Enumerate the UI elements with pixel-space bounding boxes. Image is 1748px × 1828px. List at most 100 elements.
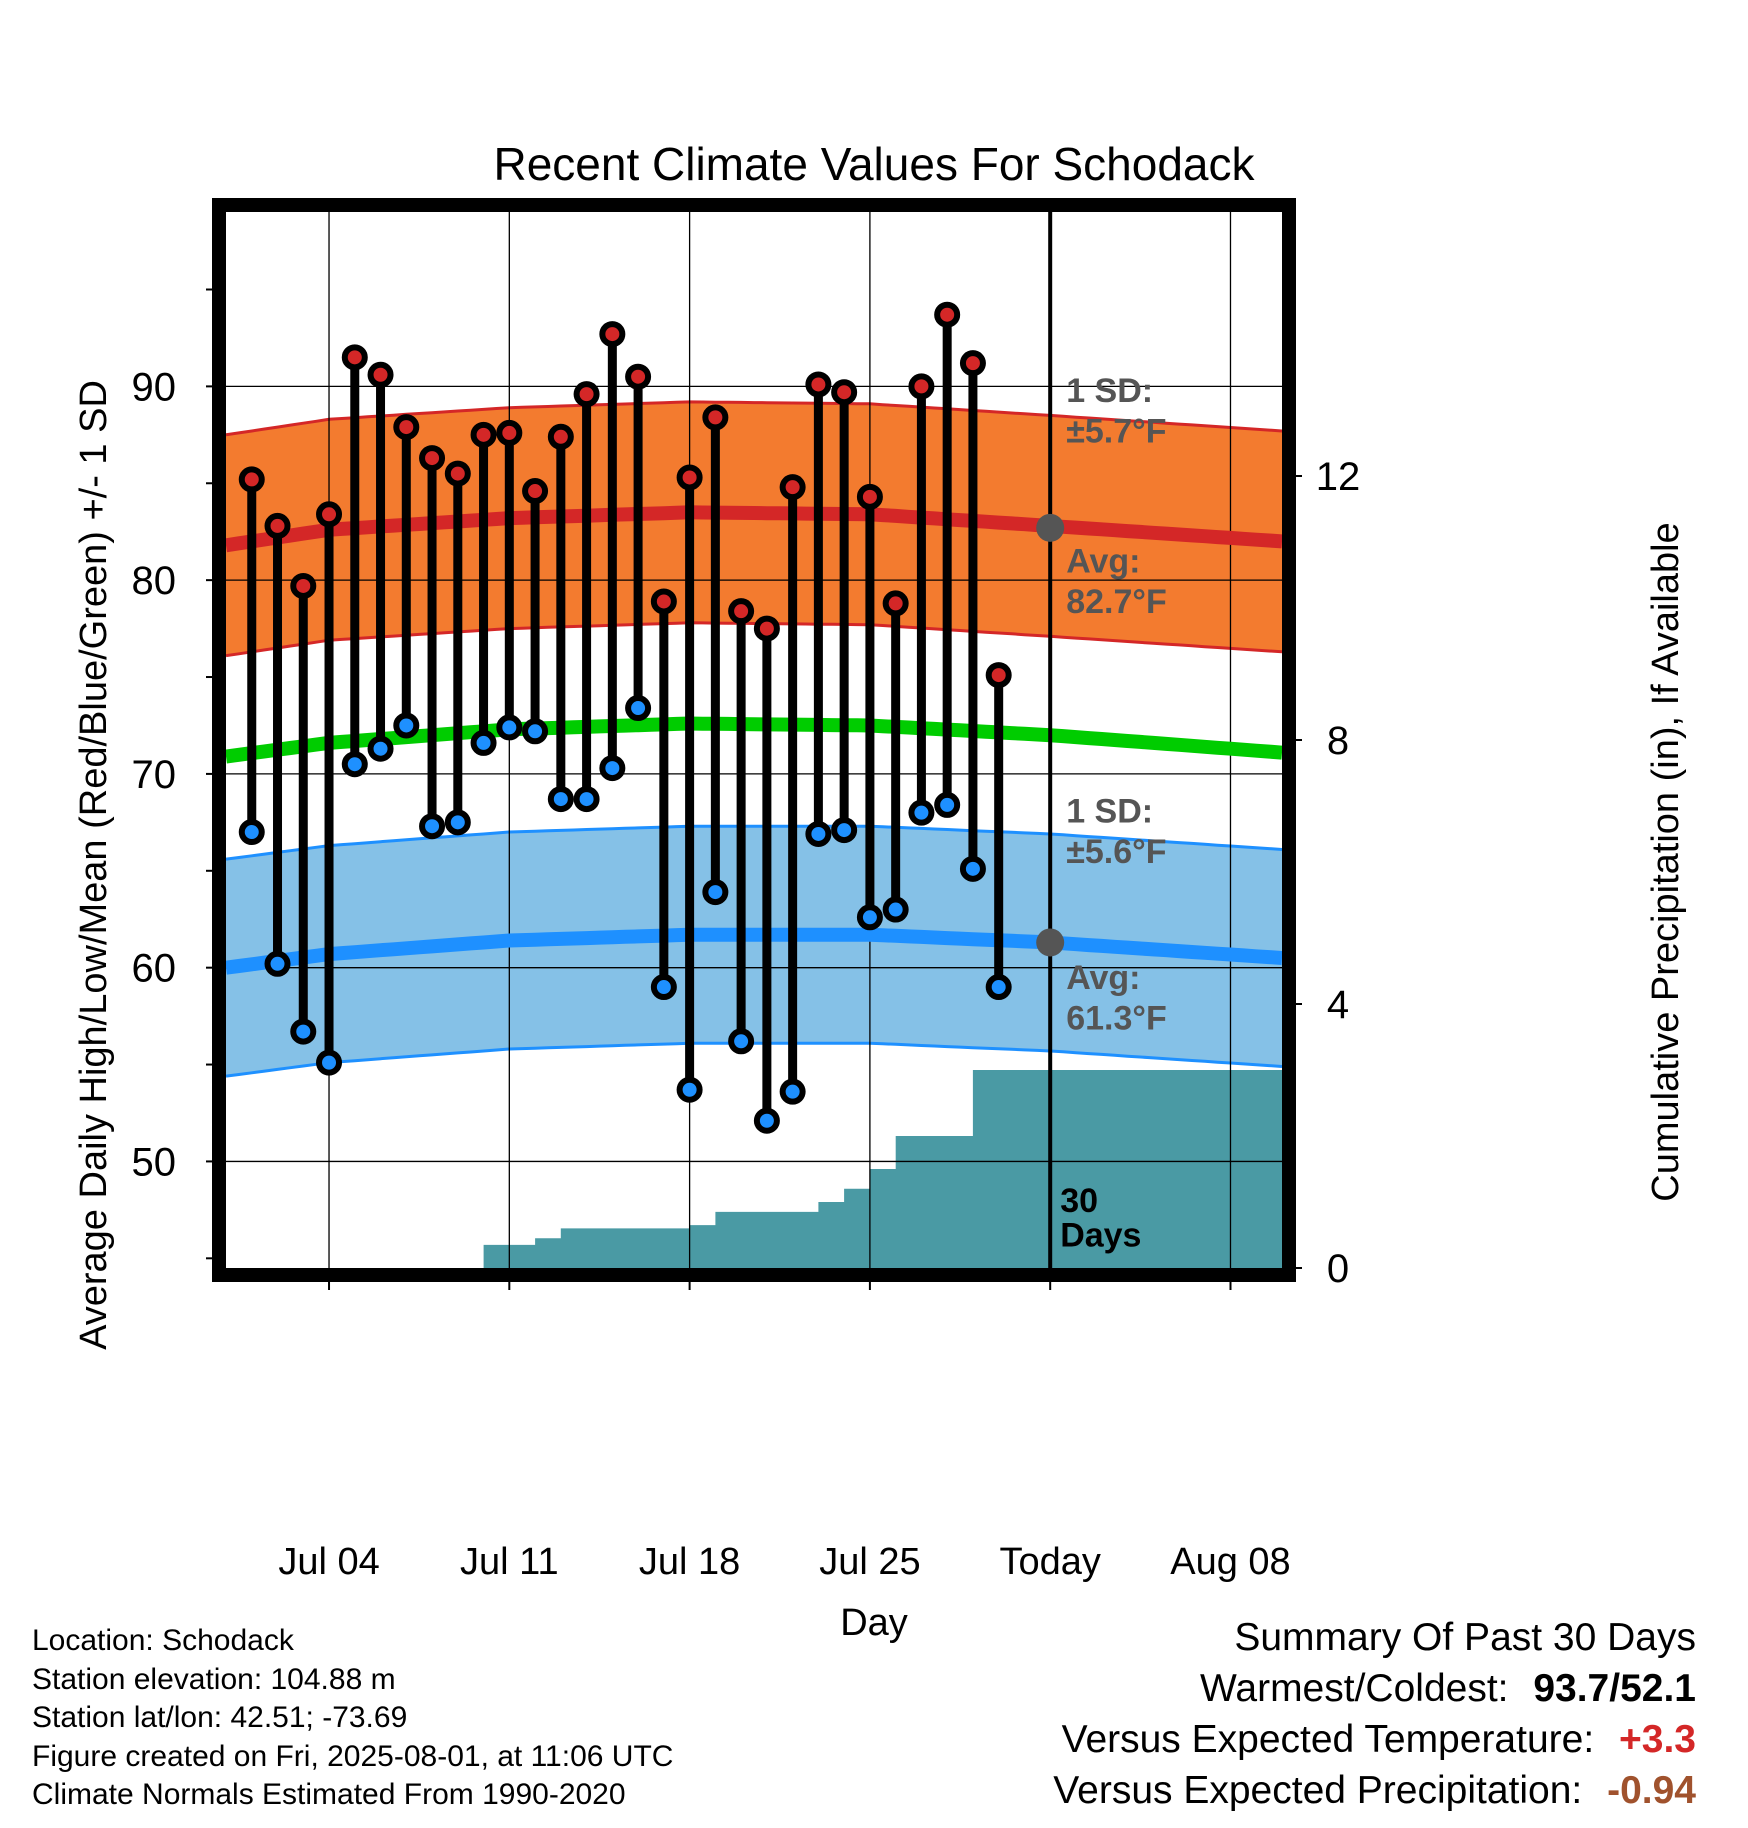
high-point (341, 344, 368, 371)
low-point (805, 820, 832, 847)
normals-text: Climate Normals Estimated From 1990-2020 (32, 1778, 626, 1811)
low-point (573, 786, 600, 813)
high-avg-label: Avg: (1066, 542, 1140, 580)
low-point (444, 809, 471, 836)
low-point (856, 904, 883, 931)
low-sd-label: 1 SD: (1066, 792, 1153, 830)
high-band-upper-edge (226, 400, 1282, 437)
latlon-text: Station lat/lon: 42.51; -73.69 (32, 1701, 408, 1734)
low-point (419, 813, 446, 840)
high-point (264, 512, 291, 539)
high-point (908, 373, 935, 400)
high-point (650, 588, 677, 615)
precip-anomaly-value: -0.94 (1607, 1769, 1696, 1812)
high-avg-value: 82.7°F (1066, 583, 1167, 621)
high-point (496, 419, 523, 446)
y-tick-label: 80 (132, 559, 177, 603)
today-low-avg-marker (1036, 928, 1065, 957)
low-point (882, 896, 909, 923)
y-tick-label: 70 (132, 753, 177, 797)
low-band-lower-edge (226, 1041, 1282, 1078)
chart-title: Recent Climate Values For Schodack (493, 138, 1255, 190)
low-point (753, 1107, 780, 1134)
y2-axis-label: Cumulative Precipitation (in), If Availa… (1645, 522, 1687, 1201)
low-point (470, 729, 497, 756)
low-band-upper-edge (226, 824, 1282, 861)
low-point (547, 786, 574, 813)
low-point (625, 695, 652, 722)
x-tick-label: Jul 18 (639, 1541, 740, 1583)
low-sd-value: ±5.6°F (1066, 833, 1166, 871)
high-point (882, 590, 909, 617)
high-point (599, 321, 626, 348)
y2-tick-label: 12 (1316, 455, 1361, 499)
high-point (367, 361, 394, 388)
low-point (831, 817, 858, 844)
low-point (599, 755, 626, 782)
low-point (779, 1078, 806, 1105)
summary-temp-row: Versus Expected Temperature: +3.3 (1053, 1714, 1696, 1765)
x-tick-label: Jul 25 (819, 1541, 920, 1583)
low-point (934, 791, 961, 818)
high-point (290, 572, 317, 599)
warmest-value: 93.7/52.1 (1533, 1667, 1696, 1710)
high-point (856, 483, 883, 510)
low-point (496, 714, 523, 741)
created-text: Figure created on Fri, 2025-08-01, at 11… (32, 1739, 674, 1773)
low-point (702, 879, 729, 906)
low-point (264, 950, 291, 977)
low-point (650, 974, 677, 1001)
high-point (444, 460, 471, 487)
high-sd-band (226, 401, 1282, 656)
high-point (728, 598, 755, 625)
high-point (316, 501, 343, 528)
x-tick-label: Aug 08 (1170, 1541, 1290, 1583)
high-point (676, 464, 703, 491)
y-tick-label: 90 (132, 365, 177, 409)
high-point (470, 421, 497, 448)
low-point (676, 1076, 703, 1103)
location-text: Location: Schodack (32, 1624, 294, 1657)
precip-area (226, 1070, 1282, 1268)
precip-label: Versus Expected Precipitation: (1053, 1769, 1583, 1812)
elevation-text: Station elevation: 104.88 m (32, 1662, 396, 1696)
high-point (753, 615, 780, 642)
summary-panel: Summary Of Past 30 Days Warmest/Coldest:… (1053, 1612, 1696, 1816)
high-point (959, 350, 986, 377)
today-high-avg-marker (1036, 513, 1065, 542)
x-axis-label: Day (840, 1602, 908, 1644)
y2-tick-label: 8 (1327, 719, 1349, 763)
summary-precip-row: Versus Expected Precipitation: -0.94 (1053, 1765, 1696, 1816)
low-avg-label: Avg: (1066, 959, 1140, 997)
high-point (934, 301, 961, 328)
low-point (522, 718, 549, 745)
warmest-label: Warmest/Coldest: (1200, 1667, 1509, 1710)
y2-tick-label: 0 (1327, 1247, 1349, 1291)
low-point (238, 819, 265, 846)
high-point (985, 662, 1012, 689)
low-point (985, 974, 1012, 1001)
window-label-number: 30 (1060, 1182, 1098, 1220)
low-point (959, 855, 986, 882)
high-point (419, 445, 446, 472)
high-point (831, 379, 858, 406)
high-point (702, 404, 729, 431)
high-point (547, 423, 574, 450)
high-point (805, 371, 832, 398)
high-point (522, 478, 549, 505)
window-label-days: Days (1060, 1217, 1141, 1255)
y-tick-label: 50 (132, 1140, 177, 1184)
high-sd-label: 1 SD: (1066, 372, 1153, 410)
x-tick-label: Jul 11 (460, 1541, 559, 1583)
summary-warmest-row: Warmest/Coldest: 93.7/52.1 (1053, 1663, 1696, 1714)
low-point (367, 735, 394, 762)
high-point (238, 466, 265, 493)
high-point (573, 381, 600, 408)
temp-label: Versus Expected Temperature: (1061, 1718, 1595, 1761)
y2-tick-label: 4 (1327, 983, 1349, 1027)
temp-anomaly-value: +3.3 (1619, 1718, 1696, 1761)
summary-title: Summary Of Past 30 Days (1234, 1616, 1696, 1659)
low-sd-band (226, 826, 1282, 1077)
